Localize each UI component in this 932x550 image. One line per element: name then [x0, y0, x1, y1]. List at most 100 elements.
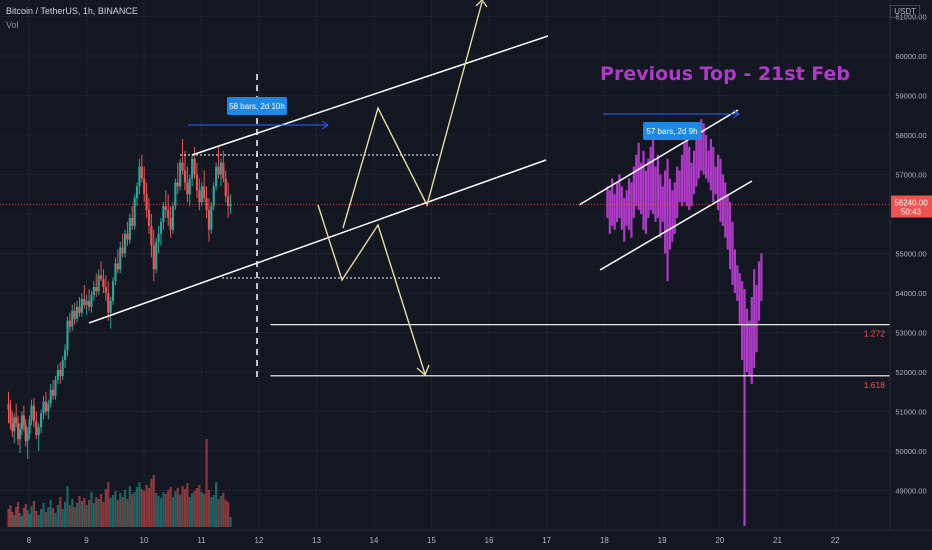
candle-body	[212, 186, 215, 207]
candle-body	[22, 415, 25, 426]
volume-bar	[186, 483, 189, 527]
candle-body	[138, 166, 141, 187]
volume-bar	[49, 500, 52, 527]
volume-bar	[143, 491, 146, 527]
candle-body	[24, 425, 27, 442]
volume-bar	[47, 507, 50, 527]
volume-bar	[191, 493, 194, 527]
candle-body	[71, 310, 74, 327]
candle-body	[99, 275, 103, 280]
candle-body	[207, 210, 211, 230]
candle-body	[162, 206, 165, 222]
volume-bar	[90, 492, 93, 527]
candle-body	[116, 263, 119, 270]
channel-upper-line[interactable]	[191, 35, 549, 156]
volume-bar	[179, 495, 182, 527]
fib-label-0: 1.272	[864, 329, 886, 339]
volume-bar	[80, 501, 83, 527]
candle-body	[92, 287, 95, 295]
candle-body	[121, 247, 124, 254]
volume-bar	[52, 508, 55, 527]
chart-header: Bitcoin / TetherUS, 1h, BINANCE Vol	[6, 6, 138, 30]
volume-bar	[128, 486, 131, 527]
volume-bar	[22, 508, 25, 527]
y-tick-label-9: 58000.00	[895, 131, 926, 140]
candle-body	[40, 413, 43, 428]
candle-body	[68, 320, 71, 327]
time-axis-background	[0, 530, 932, 550]
candle-body	[52, 389, 55, 396]
price-axis-background	[890, 0, 932, 550]
candle-body	[7, 403, 10, 410]
volume-bar	[44, 512, 48, 527]
candle-body	[140, 166, 143, 179]
channel-lower-line[interactable]	[88, 159, 547, 324]
measure-arrow-left-head	[321, 120, 329, 130]
volume-legend-label[interactable]: Vol	[6, 20, 19, 30]
candle-body	[9, 409, 12, 424]
right-channel-upper-line[interactable]	[578, 109, 739, 206]
candle-body	[203, 186, 206, 199]
candle-body	[35, 421, 38, 436]
candle-body	[152, 245, 155, 270]
currency-badge[interactable]: USDT	[890, 5, 920, 18]
volume-bar	[102, 502, 105, 527]
bear-projection-arrowhead	[416, 364, 430, 377]
candle-body	[26, 433, 29, 442]
x-tick-label-5: 13	[312, 536, 321, 545]
volume-bar	[111, 495, 115, 527]
x-tick-label-1: 9	[84, 536, 89, 545]
candle-body	[164, 206, 167, 211]
volume-bar	[212, 495, 215, 527]
candle-body	[205, 198, 208, 211]
volume-bars	[7, 439, 232, 527]
candle-body	[210, 206, 213, 230]
bull-projection-arrowhead	[475, 0, 488, 8]
right-channel-lower-line[interactable]	[599, 180, 753, 271]
volume-bar	[176, 488, 179, 527]
candle-body	[191, 158, 194, 179]
measure-label-left: 58 bars, 2d 10h	[229, 102, 285, 111]
bear-projection-path[interactable]	[317, 204, 426, 375]
volume-bar	[35, 511, 38, 527]
candle-body	[78, 306, 81, 313]
volume-bar	[150, 479, 153, 527]
measure-label-left-box	[227, 97, 287, 115]
candle-body	[30, 405, 33, 420]
volume-bar	[155, 493, 158, 527]
volume-bar	[193, 491, 196, 527]
volume-bar	[181, 486, 184, 527]
candle-body	[83, 298, 86, 305]
candle-body	[54, 379, 57, 396]
volume-bar	[140, 489, 143, 527]
candle-body	[15, 417, 18, 424]
volume-bar	[205, 439, 208, 527]
price-marker-value: 56240.00	[894, 199, 928, 208]
y-tick-label-6: 55000.00	[895, 250, 926, 259]
volume-bar	[75, 503, 79, 527]
volume-bar	[11, 512, 14, 527]
candle-body	[75, 306, 79, 319]
x-tick-label-14: 22	[831, 536, 840, 545]
volume-bar	[210, 497, 213, 527]
volume-bar	[164, 494, 167, 527]
volume-bar	[121, 497, 124, 527]
volume-bar	[183, 489, 187, 527]
bull-projection-path[interactable]	[342, 1, 483, 229]
x-tick-label-7: 15	[427, 536, 436, 545]
candle-body	[200, 186, 203, 203]
candle-body	[61, 360, 64, 376]
candle-body	[183, 170, 187, 183]
volume-bar	[203, 494, 206, 527]
candle-body	[87, 300, 91, 307]
x-tick-label-0: 8	[27, 536, 32, 545]
symbol-title[interactable]: Bitcoin / TetherUS, 1h, BINANCE	[6, 6, 138, 16]
y-tick-label-3: 52000.00	[895, 368, 926, 377]
x-tick-label-11: 19	[658, 536, 667, 545]
volume-bar	[135, 487, 139, 527]
volume-bar	[7, 509, 10, 527]
volume-bar	[61, 509, 64, 527]
candle-body	[114, 263, 117, 282]
